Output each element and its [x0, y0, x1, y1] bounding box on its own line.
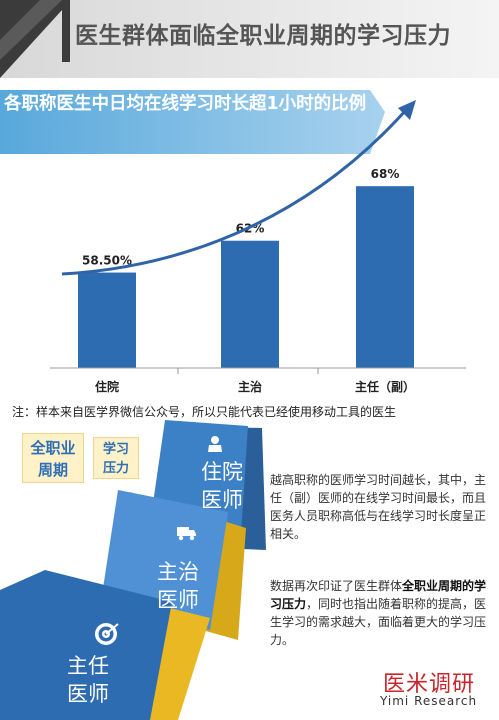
brand-name-en: Yimi Research: [380, 694, 478, 708]
bar: [221, 240, 279, 368]
tag-line: 全职业: [30, 439, 76, 457]
description-paragraph-2: 数据再次印证了医生群体全职业周期的学习压力，同时也指出随着职称的提高，医生学习的…: [270, 577, 492, 649]
desc-emphasis: 全职业周期的学习压力: [270, 579, 487, 611]
bar-value-label: 68%: [371, 167, 400, 181]
card-line: 主任: [67, 654, 109, 678]
trend-arrow-head: [398, 100, 416, 120]
doctor-icon: [208, 436, 222, 452]
career-cards: [0, 420, 266, 720]
card-attending-label: 主治 医师: [148, 558, 208, 614]
tag-line: 学习: [102, 442, 129, 457]
tag-study-pressure: 学习 压力: [93, 437, 139, 479]
card-chief-label: 主任 医师: [56, 652, 120, 708]
bar: [78, 272, 136, 368]
chart-title: 各职称医生中日均在线学习时长超1小时的比例: [4, 94, 367, 114]
trend-arrow: [61, 108, 408, 276]
source-note: 注：样本来自医学界微信公众号，所以只能代表已经使用移动工具的医生: [12, 405, 397, 419]
x-tick-label: 主任（副）: [355, 379, 415, 394]
description-paragraph-1: 越高职称的医师学习时间越长，其中，主任（副）医师的在线学习时间最长，而且医务人员…: [270, 473, 487, 541]
ambulance-icon: [177, 527, 196, 541]
desc-text: 数据再次印证了医生群体: [270, 579, 403, 593]
card-line: 医师: [157, 588, 199, 612]
card-residency-label: 住院 医师: [192, 458, 252, 514]
bar: [356, 186, 414, 368]
tag-line: 周期: [37, 461, 68, 479]
bar-chart: 58.50%62%68% 住院 主治 主任（副）: [0, 90, 466, 394]
x-tick-label: 主治: [238, 379, 262, 394]
tag-line: 压力: [102, 461, 129, 476]
chart-title-ribbon: [0, 90, 385, 154]
x-tick-label: 住院: [95, 379, 119, 394]
header-banner: 医生群体面临全职业周期的学习压力: [0, 0, 499, 78]
target-icon: [95, 623, 119, 645]
bar-value-label: 58.50%: [82, 254, 132, 268]
card-line: 医师: [67, 682, 109, 706]
card-line: 医师: [201, 488, 243, 512]
brand-name: 医米调研: [383, 672, 476, 697]
tag-full-career: 全职业 周期: [22, 433, 84, 483]
card-chief: [0, 570, 172, 720]
card-line: 主治: [157, 560, 199, 584]
desc-text: ，同时也指出随着职称的提高，医生学习的需求越大，面临着更大的学习压力。: [270, 597, 487, 647]
page-title: 医生群体面临全职业周期的学习压力: [75, 23, 451, 49]
header-decoration: [0, 0, 499, 78]
card-line: 住院: [201, 460, 243, 484]
